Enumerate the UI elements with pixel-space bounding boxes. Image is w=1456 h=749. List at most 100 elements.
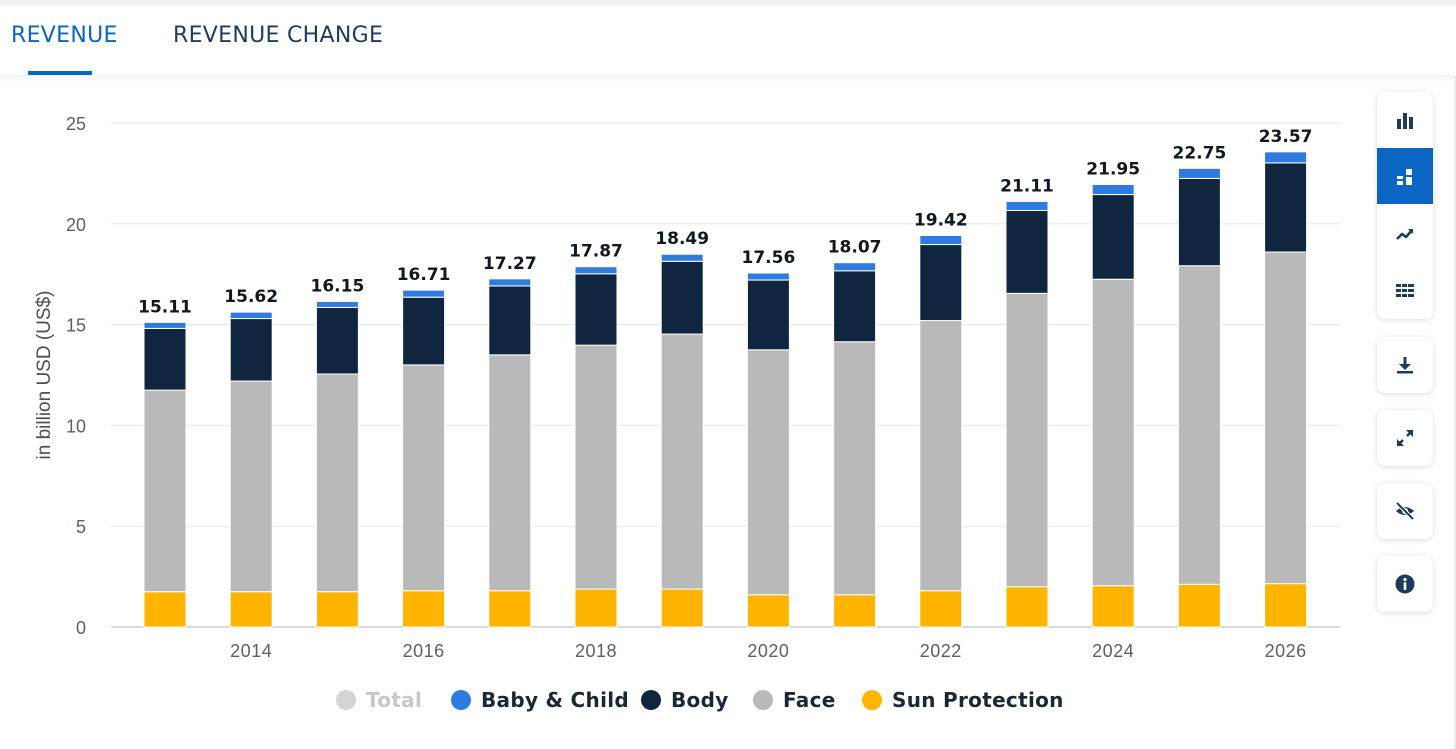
bar-segment-face[interactable] xyxy=(1005,292,1049,588)
bar-segment-baby-child[interactable] xyxy=(229,311,273,320)
legend-label: Face xyxy=(783,688,836,712)
legend-item-face[interactable]: Face xyxy=(753,683,836,717)
tab-revenue[interactable]: REVENUE xyxy=(11,23,118,48)
bar-segment-sun-protection[interactable] xyxy=(574,588,618,628)
bar-segment-face[interactable] xyxy=(833,341,877,596)
bar-segment-baby-child[interactable] xyxy=(574,266,618,275)
bar-stack-2013[interactable] xyxy=(143,321,187,628)
bar-segment-face[interactable] xyxy=(660,333,704,590)
bar-stack-2015[interactable] xyxy=(315,300,359,628)
stacked-bar-button[interactable] xyxy=(1377,148,1433,204)
bar-segment-body[interactable] xyxy=(143,327,187,391)
bar-segment-face[interactable] xyxy=(402,364,446,592)
bar-segment-sun-protection[interactable] xyxy=(488,590,532,628)
bar-segment-baby-child[interactable] xyxy=(315,300,359,308)
tab-bar-shadow xyxy=(0,76,1456,82)
bar-segment-body[interactable] xyxy=(660,260,704,335)
bar-segment-sun-protection[interactable] xyxy=(1091,585,1135,628)
legend-item-total[interactable]: Total xyxy=(336,683,422,717)
x-tick-label: 2020 xyxy=(747,641,789,661)
legend-item-sun-protection[interactable]: Sun Protection xyxy=(862,683,1064,717)
bar-segment-body[interactable] xyxy=(919,244,963,322)
line-chart-button[interactable] xyxy=(1377,206,1433,262)
bar-segment-sun-protection[interactable] xyxy=(833,594,877,628)
bar-segment-sun-protection[interactable] xyxy=(402,590,446,628)
total-labels: 15.11 15.62 16.15 16.71 17.27 17.87 18.49 17.56… xyxy=(138,127,1312,318)
bar-stack-2024[interactable] xyxy=(1091,183,1135,628)
y-tick-label: 25 xyxy=(66,114,86,134)
bar-segment-body[interactable] xyxy=(402,296,446,366)
fullscreen-panel xyxy=(1377,410,1433,466)
bar-stack-2021[interactable] xyxy=(833,262,877,628)
download-button[interactable] xyxy=(1377,337,1433,393)
bar-stack-2016[interactable] xyxy=(402,289,446,628)
bar-segment-sun-protection[interactable] xyxy=(315,591,359,628)
bar-segment-face[interactable] xyxy=(1177,265,1221,585)
legend-item-baby-child[interactable]: Baby & Child xyxy=(451,683,629,717)
bar-segment-baby-child[interactable] xyxy=(746,272,790,281)
x-tick-label: 2026 xyxy=(1265,641,1307,661)
bar-segment-sun-protection[interactable] xyxy=(1005,586,1049,628)
y-tick-label: 15 xyxy=(66,316,86,336)
bar-segment-body[interactable] xyxy=(833,270,877,343)
bar-segment-body[interactable] xyxy=(1264,162,1308,253)
bar-segment-face[interactable] xyxy=(143,389,187,593)
bar-segment-face[interactable] xyxy=(574,344,618,590)
bar-segment-face[interactable] xyxy=(229,380,273,593)
bar-segment-sun-protection[interactable] xyxy=(1177,583,1221,628)
bar-segment-sun-protection[interactable] xyxy=(660,588,704,628)
bar-stack-2014[interactable] xyxy=(229,311,273,628)
bar-segment-baby-child[interactable] xyxy=(402,289,446,298)
bar-segment-body[interactable] xyxy=(746,279,790,351)
bar-segment-baby-child[interactable] xyxy=(488,278,532,287)
bar-segment-face[interactable] xyxy=(1264,251,1308,585)
bar-segment-baby-child[interactable] xyxy=(1005,200,1049,211)
bar-segment-baby-child[interactable] xyxy=(1091,183,1135,196)
legend-item-body[interactable]: Body xyxy=(641,683,729,717)
stacked-bar-icon xyxy=(1397,169,1412,185)
bar-stack-2022[interactable] xyxy=(919,234,963,628)
legend: Total Baby & Child Body Face Sun Protect… xyxy=(0,683,1456,717)
bar-segment-baby-child[interactable] xyxy=(143,321,187,329)
bar-segment-sun-protection[interactable] xyxy=(1264,583,1308,628)
hide-button[interactable] xyxy=(1377,483,1433,539)
table-view-button[interactable] xyxy=(1377,263,1433,319)
bar-segment-face[interactable] xyxy=(315,373,359,593)
bar-segment-body[interactable] xyxy=(574,273,618,346)
bar-stack-2018[interactable] xyxy=(574,266,618,628)
total-label: 15.11 xyxy=(138,297,192,317)
bar-stack-2019[interactable] xyxy=(660,253,704,628)
bar-segment-baby-child[interactable] xyxy=(1264,151,1308,164)
bar-chart-button[interactable] xyxy=(1377,92,1433,148)
bar-segment-body[interactable] xyxy=(315,306,359,375)
table-grid-icon xyxy=(1396,284,1414,297)
bar-segment-body[interactable] xyxy=(1005,209,1049,294)
active-tab-indicator xyxy=(28,71,92,75)
bar-segment-body[interactable] xyxy=(488,285,532,356)
bar-segment-body[interactable] xyxy=(1177,177,1221,267)
tab-revenue-change[interactable]: REVENUE CHANGE xyxy=(173,23,384,48)
bar-segment-baby-child[interactable] xyxy=(660,253,704,262)
bar-segment-face[interactable] xyxy=(919,320,963,592)
bar-segment-sun-protection[interactable] xyxy=(919,590,963,628)
info-button[interactable] xyxy=(1377,556,1433,612)
bar-segment-body[interactable] xyxy=(229,318,273,382)
bar-segment-baby-child[interactable] xyxy=(1177,167,1221,179)
bar-segment-face[interactable] xyxy=(1091,278,1135,587)
bar-segment-baby-child[interactable] xyxy=(833,262,877,272)
fullscreen-button[interactable] xyxy=(1377,410,1433,466)
bar-segment-baby-child[interactable] xyxy=(919,234,963,246)
bar-segment-face[interactable] xyxy=(746,349,790,596)
bar-stack-2017[interactable] xyxy=(488,278,532,628)
bar-stack-2025[interactable] xyxy=(1177,167,1221,628)
bar-stack-2020[interactable] xyxy=(746,272,790,628)
bar-stack-2023[interactable] xyxy=(1005,200,1049,628)
bar-stack-2026[interactable] xyxy=(1264,151,1308,628)
bar-segment-sun-protection[interactable] xyxy=(746,594,790,628)
legend-dot xyxy=(641,690,661,710)
bar-segment-body[interactable] xyxy=(1091,194,1135,280)
bar-segment-face[interactable] xyxy=(488,354,532,592)
bar-segment-sun-protection[interactable] xyxy=(143,591,187,628)
bar-segment-sun-protection[interactable] xyxy=(229,591,273,628)
bar-chart-icon xyxy=(1397,113,1413,129)
